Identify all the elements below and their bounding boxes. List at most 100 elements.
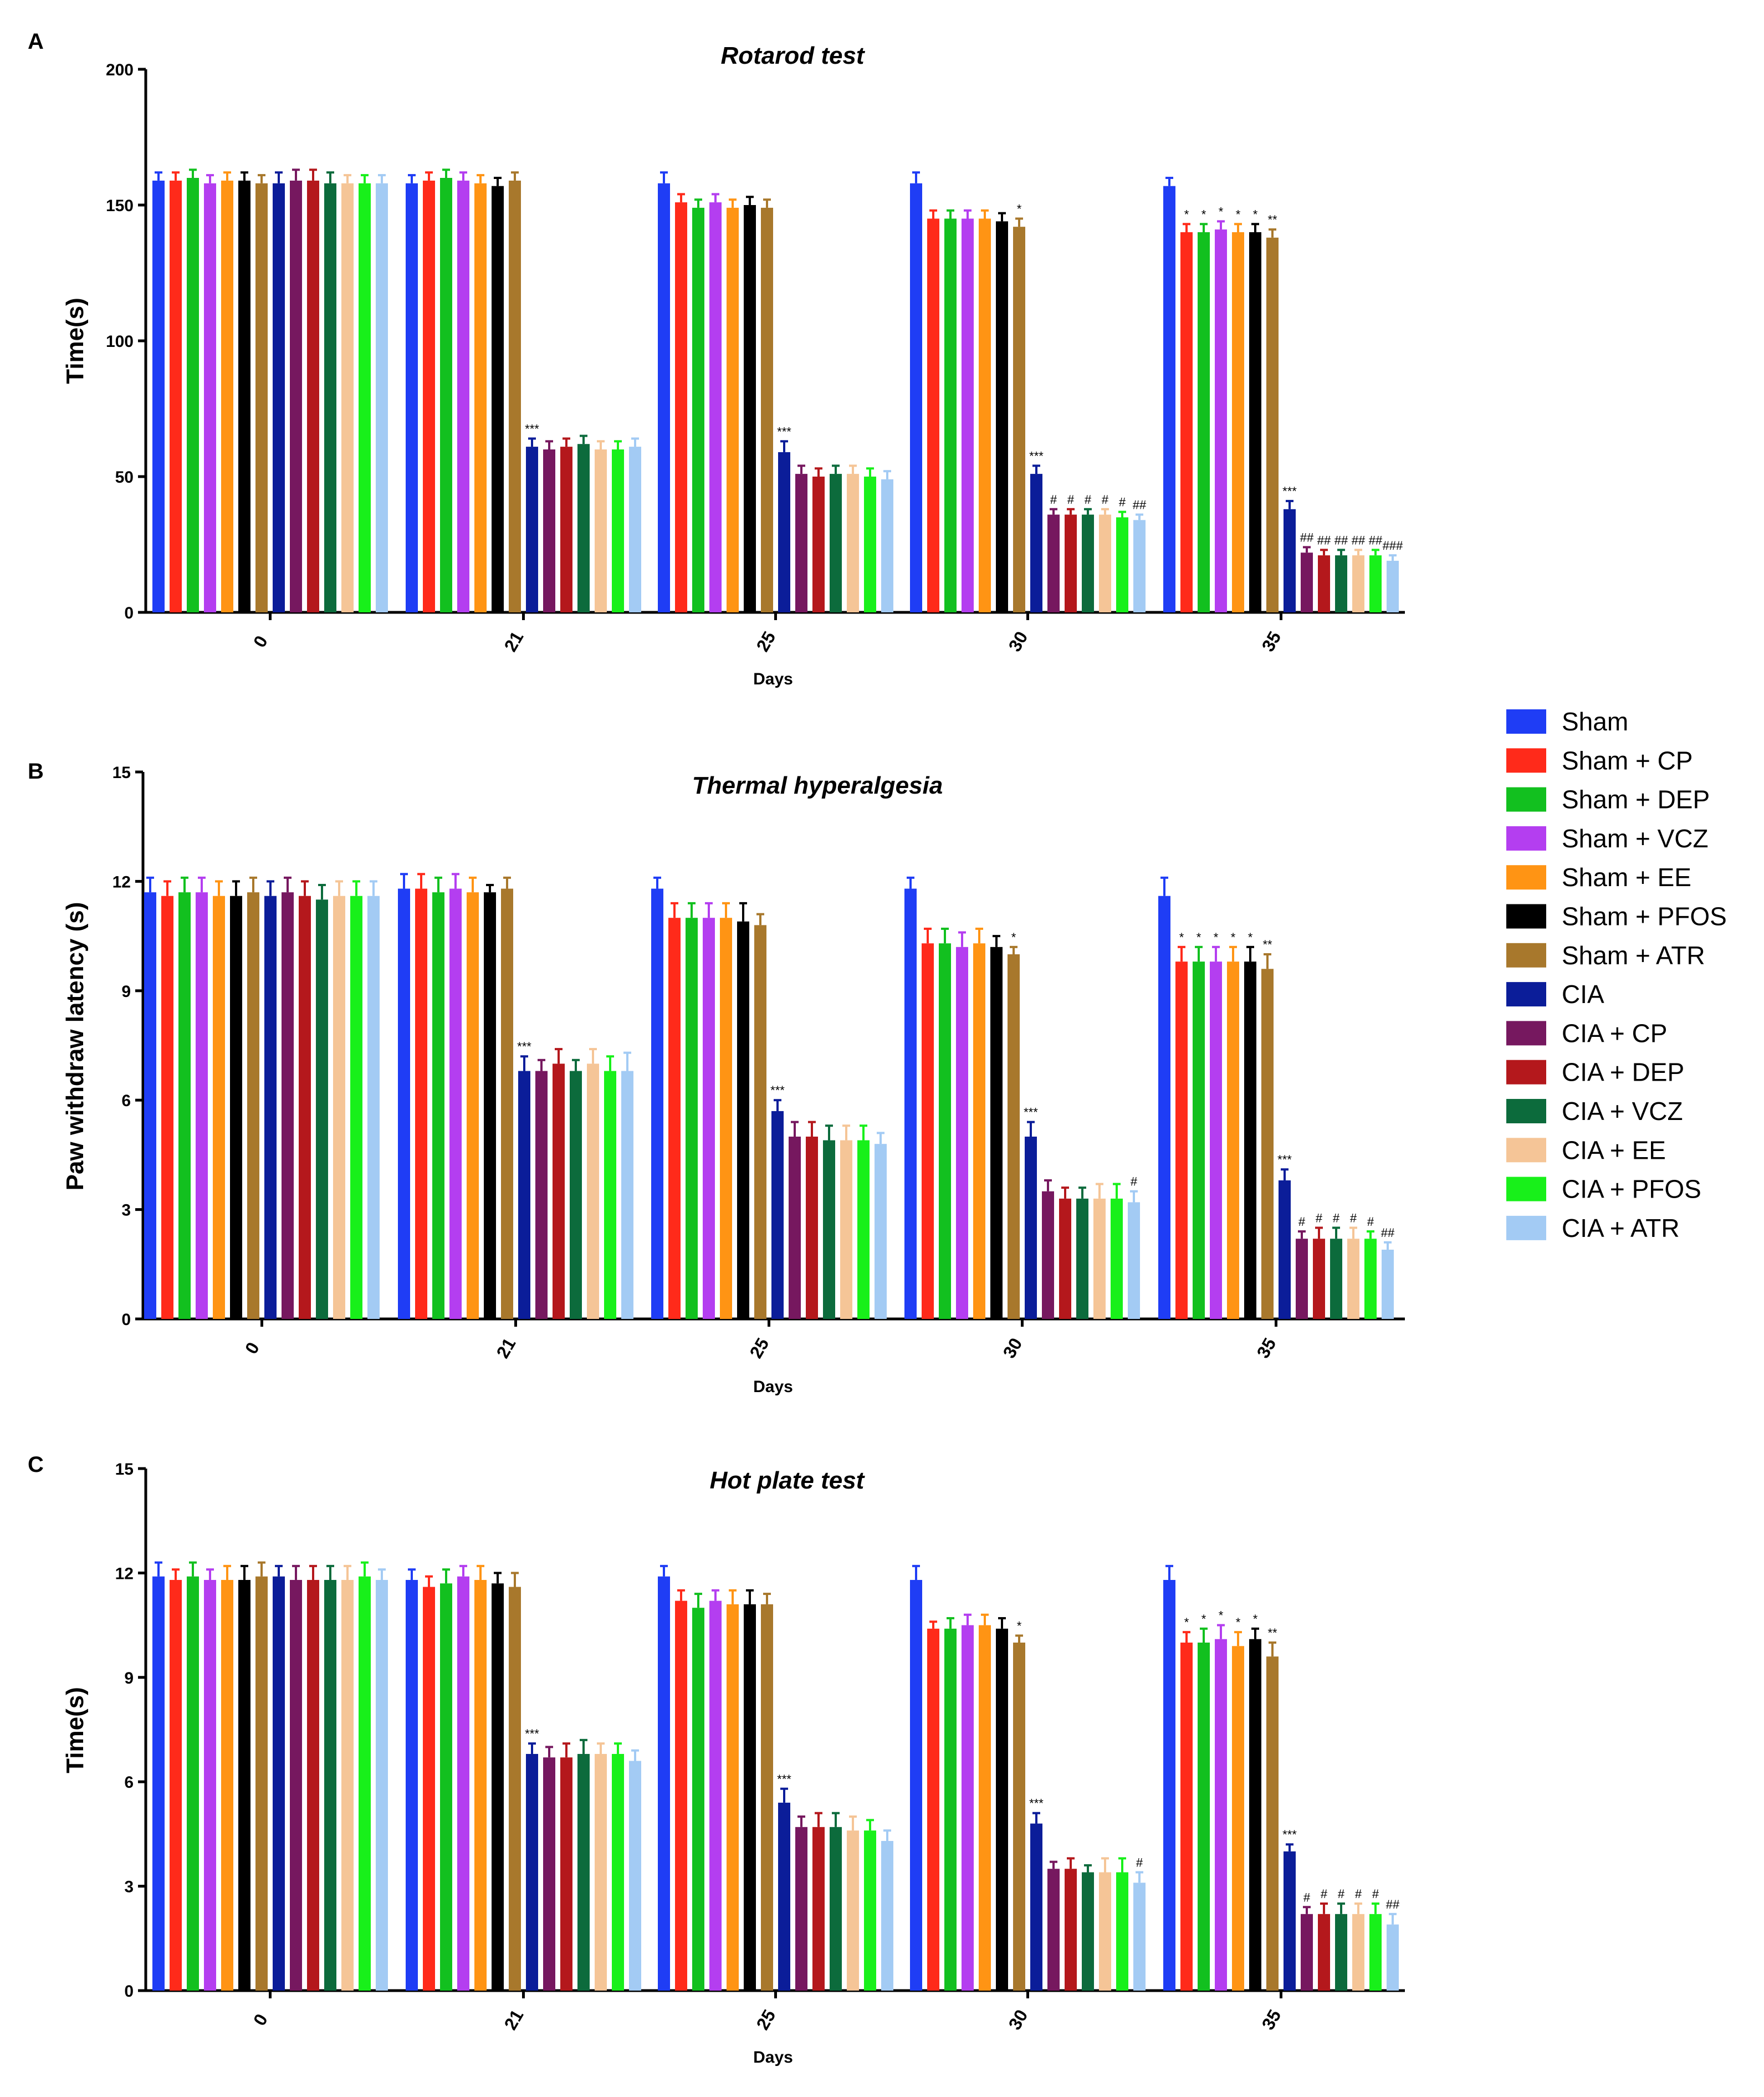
bar: Sham + DEP — day 0: 160: [187, 178, 199, 612]
bar: CIA + EE — day 0: 11.6: [333, 896, 345, 1319]
significance-label: ***: [525, 422, 539, 436]
bar: Sham + ATR — day 21: 11.6: [509, 1587, 521, 1991]
legend-label: Sham + EE: [1562, 863, 1691, 892]
legend-swatch: [1506, 787, 1546, 812]
bar: Sham + ATR — day 30: 142: [1013, 227, 1025, 612]
bar: Sham + CP — day 0: 11.8: [170, 1579, 182, 1991]
bar: CIA + DEP — day 35: 2.2: [1313, 1239, 1325, 1319]
bar: CIA + ATR — day 21: 6.8: [621, 1071, 633, 1319]
significance-label: *: [1197, 930, 1201, 944]
bar: Sham + CP — day 35: 9.8: [1175, 961, 1188, 1319]
bar: Sham + DEP — day 21: 160: [440, 178, 452, 612]
legend-swatch: [1506, 748, 1546, 773]
legend-label: CIA: [1562, 980, 1604, 1009]
y-axis-label: Time(s): [62, 1687, 89, 1773]
bar: CIA + EE — day 35: 2.2: [1347, 1239, 1359, 1319]
significance-label: #: [1136, 1855, 1143, 1869]
bar: CIA — day 25: 5.4: [778, 1802, 790, 1991]
significance-label: ##: [1386, 1897, 1400, 1911]
bar: Sham + DEP — day 35: 10: [1198, 1643, 1210, 1991]
bar: Sham + ATR — day 0: 11.9: [255, 1576, 268, 1991]
significance-label: ###: [1383, 539, 1403, 553]
significance-label: ##: [1352, 533, 1366, 547]
bar: Sham — day 21: 158: [406, 183, 418, 612]
chart-title: Rotarod test: [720, 42, 865, 69]
y-tick-label: 200: [106, 61, 134, 79]
bar: CIA + EE — day 25: 4.9: [840, 1140, 852, 1319]
bar: CIA + CP — day 35: 2.2: [1296, 1239, 1308, 1319]
bar: CIA + EE — day 0: 158: [341, 183, 354, 612]
bar: CIA + CP — day 21: 60: [543, 449, 555, 612]
bar: Sham + CP — day 35: 10: [1180, 1643, 1193, 1991]
legend-label: Sham: [1562, 707, 1628, 736]
bar: Sham — day 35: 11.8: [1163, 1579, 1175, 1991]
bar: Sham + CP — day 0: 11.6: [161, 896, 173, 1319]
significance-label: ***: [1029, 449, 1044, 463]
bar: Sham + PFOS — day 25: 11.1: [744, 1604, 756, 1991]
bar: CIA + PFOS — day 30: 3.3: [1111, 1198, 1123, 1319]
y-tick-label: 150: [106, 197, 134, 215]
bar: Sham + EE — day 35: 140: [1232, 232, 1244, 612]
legend-swatch: [1506, 1215, 1546, 1240]
bar: Sham + ATR — day 25: 11.1: [761, 1604, 773, 1991]
bar: Sham + VCZ — day 0: 158: [204, 183, 216, 612]
bar: Sham + VCZ — day 25: 151: [709, 202, 722, 613]
bar: Sham — day 21: 11.8: [406, 1579, 418, 1991]
bar: CIA — day 35: 38: [1284, 509, 1296, 612]
legend-swatch: [1506, 1021, 1546, 1046]
y-tick-label: 15: [115, 1460, 134, 1479]
significance-label: *: [1248, 930, 1253, 944]
bar: CIA + DEP — day 30: 3.3: [1059, 1198, 1071, 1319]
bar: Sham + VCZ — day 30: 10.2: [956, 947, 968, 1319]
bar: CIA + ATR — day 21: 6.6: [629, 1761, 641, 1991]
bar: Sham — day 0: 11.9: [152, 1576, 165, 1991]
bar: Sham — day 25: 11.9: [658, 1576, 670, 1991]
bar: Sham + CP — day 30: 10.4: [927, 1628, 939, 1991]
bar: CIA + PFOS — day 21: 60: [612, 449, 624, 612]
bar: Sham — day 30: 158: [910, 183, 922, 612]
significance-label: *: [1253, 207, 1258, 221]
bar: Sham + PFOS — day 21: 11.7: [484, 892, 496, 1319]
legend-swatch: [1506, 1138, 1546, 1163]
bar: CIA + ATR — day 0: 11.6: [367, 896, 380, 1319]
legend-item: Sham + EE: [1506, 863, 1691, 892]
significance-label: *: [1184, 207, 1189, 221]
bar: Sham — day 25: 11.8: [651, 888, 663, 1319]
bar: CIA — day 35: 3.8: [1279, 1180, 1291, 1319]
bar: CIA — day 30: 4.8: [1030, 1823, 1042, 1991]
bar: Sham + VCZ — day 35: 141: [1215, 229, 1227, 613]
significance-label: *: [1236, 1615, 1241, 1629]
legend-item: CIA + CP: [1506, 1019, 1667, 1047]
significance-label: #: [1355, 1887, 1362, 1901]
legend-item: CIA + DEP: [1506, 1058, 1684, 1087]
bar: CIA + EE — day 35: 2.2: [1352, 1914, 1364, 1991]
legend-item: CIA + ATR: [1506, 1214, 1680, 1242]
bar: Sham + CP — day 0: 159: [170, 180, 182, 612]
bar: CIA + ATR — day 25: 4.8: [875, 1144, 887, 1319]
bar: CIA + PFOS — day 25: 50: [864, 477, 876, 612]
bar: CIA — day 21: 6.8: [526, 1753, 538, 1991]
bar: CIA + PFOS — day 30: 35: [1116, 517, 1128, 612]
bar: Sham + ATR — day 0: 11.7: [247, 892, 259, 1319]
significance-label: #: [1131, 1175, 1138, 1189]
legend-label: Sham + ATR: [1562, 941, 1705, 970]
bar: CIA + EE — day 21: 7: [587, 1063, 599, 1319]
bar: Sham + DEP — day 25: 11: [686, 918, 698, 1319]
bar: CIA + VCZ — day 21: 6.8: [570, 1071, 582, 1319]
bar: Sham + PFOS — day 35: 140: [1249, 232, 1261, 612]
bar: CIA + DEP — day 25: 50: [812, 477, 825, 612]
bar: CIA + PFOS — day 35: 2.2: [1364, 1239, 1377, 1319]
bar: Sham — day 25: 158: [658, 183, 670, 612]
significance-label: ##: [1133, 498, 1147, 512]
significance-label: #: [1102, 493, 1109, 507]
bar: CIA + VCZ — day 35: 21: [1335, 555, 1347, 612]
bar: CIA + VCZ — day 21: 6.8: [577, 1753, 590, 1991]
significance-label: #: [1085, 493, 1092, 507]
bar: Sham — day 30: 11.8: [910, 1579, 922, 1991]
bar: CIA — day 30: 5: [1025, 1137, 1037, 1319]
bar: CIA + CP — day 21: 6.8: [535, 1071, 548, 1319]
significance-label: #: [1303, 1890, 1311, 1904]
bar: CIA + EE — day 30: 3.4: [1099, 1872, 1111, 1991]
legend-label: CIA + PFOS: [1562, 1175, 1701, 1204]
bar: CIA + VCZ — day 25: 4.9: [823, 1140, 835, 1319]
